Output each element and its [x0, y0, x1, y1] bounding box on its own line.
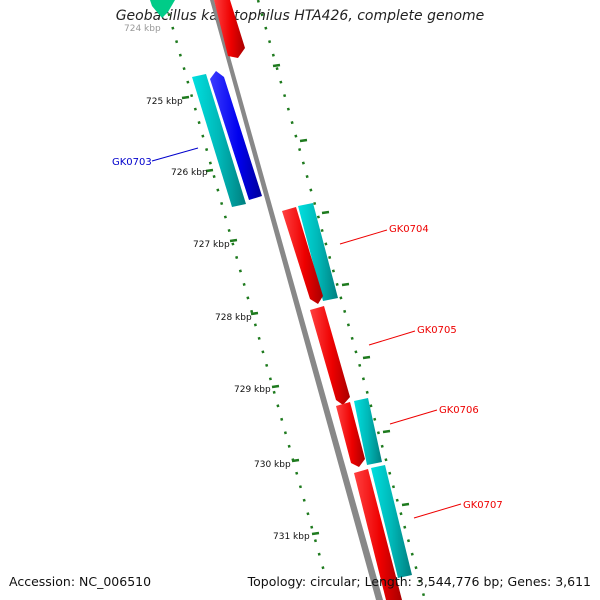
gene-GK0707-gene-track[interactable] — [371, 465, 412, 578]
gene-top-cds[interactable] — [214, 0, 245, 58]
scale-label: 729 kbp — [234, 385, 271, 395]
accession-text: Accession: NC_006510 — [9, 574, 152, 589]
scale-label: 726 kbp — [171, 168, 208, 178]
top-partial-feature[interactable] — [150, 0, 175, 18]
leader-GK0703 — [151, 147, 199, 162]
genome-backbone — [210, 0, 383, 600]
gene-GK0706-cds[interactable] — [336, 402, 365, 467]
gene-GK0705-cds[interactable] — [310, 306, 350, 405]
gene-GK0704-cds[interactable] — [282, 207, 323, 304]
major-tick — [205, 168, 214, 173]
gene-label-GK0706[interactable]: GK0706 — [439, 405, 479, 416]
minor-ticks-inner — [163, 0, 327, 576]
major-tick — [271, 384, 280, 389]
gene-GK0706-gene-track[interactable] — [354, 398, 382, 465]
genome-title: Geobacillus kaustophilus HTA426, complet… — [115, 8, 485, 24]
major-tick — [401, 502, 410, 507]
backbone-strand — [210, 0, 383, 600]
minor-ticks-outer — [256, 0, 427, 600]
major-tick — [321, 210, 330, 215]
cds-arrows — [210, 0, 402, 600]
gene-GK0704-gene-track[interactable] — [298, 203, 338, 301]
scale-label: 728 kbp — [215, 313, 252, 323]
major-tick — [272, 63, 281, 68]
scale-label: 725 kbp — [146, 97, 183, 107]
major-tick — [382, 429, 391, 434]
major-tick — [299, 138, 308, 143]
major-tick — [362, 355, 371, 360]
scale-labels: 724 kbp 725 kbp 726 kbp 727 kbp 728 kbp … — [124, 24, 310, 542]
scale-label: 731 kbp — [273, 532, 310, 542]
leader-GK0707 — [413, 503, 462, 519]
scale-label: 730 kbp — [254, 460, 291, 470]
gene-label-GK0703[interactable]: GK0703 — [112, 157, 152, 168]
major-tick — [311, 531, 320, 536]
gene-GK0707-cds[interactable] — [354, 469, 402, 600]
gene-GK0703-gene-track[interactable] — [192, 74, 246, 207]
gene-labels: GK0703 GK0704 GK0705 GK0706 GK0707 — [112, 157, 503, 511]
genome-summary-text: Topology: circular; Length: 3,544,776 bp… — [247, 574, 591, 589]
major-tick — [181, 95, 190, 100]
outer-tick-track — [256, 0, 427, 600]
major-tick — [291, 458, 300, 463]
gene-track — [192, 74, 412, 578]
leader-GK0705 — [368, 330, 416, 346]
major-tick — [250, 311, 259, 316]
major-tick — [341, 282, 350, 287]
major-tick — [229, 238, 238, 243]
gene-leader-lines — [151, 147, 462, 519]
scale-label: 727 kbp — [193, 240, 230, 250]
gene-label-GK0704[interactable]: GK0704 — [389, 224, 429, 235]
inner-tick-track — [163, 0, 327, 576]
leader-GK0704 — [339, 229, 388, 245]
scale-label: 724 kbp — [124, 24, 161, 34]
gene-label-GK0707[interactable]: GK0707 — [463, 500, 503, 511]
leader-GK0706 — [389, 409, 438, 425]
gene-label-GK0705[interactable]: GK0705 — [417, 325, 457, 336]
major-ticks — [181, 63, 410, 536]
gene-GK0703-cds[interactable] — [210, 71, 262, 200]
